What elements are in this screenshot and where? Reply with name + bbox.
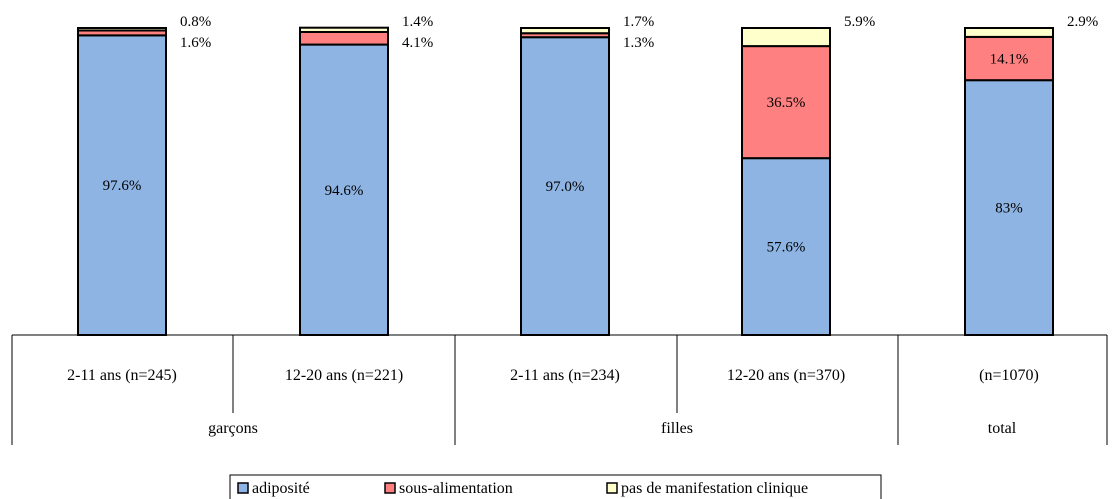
data-label: 57.6% — [767, 240, 806, 256]
category-label: 12-20 ans (n=221) — [285, 367, 403, 384]
legend-swatch — [606, 482, 618, 494]
bar-segment — [299, 30, 389, 46]
category-label: (n=1070) — [979, 367, 1039, 384]
data-label: 83% — [995, 201, 1023, 217]
data-label: 97.0% — [546, 179, 585, 195]
data-label: 97.6% — [103, 178, 142, 194]
data-label: 1.4% — [402, 14, 433, 30]
group-label: total — [988, 420, 1017, 437]
bar-segment — [964, 35, 1054, 82]
bars-layer: 97.6% 0.8% 1.6% 94.6% 1.4% 4.1% 97.0% 1.7% 1.3% 5… — [77, 14, 1098, 337]
legend: adiposité sous-alimentation pas de manifes… — [229, 474, 882, 499]
data-label: 1.6% — [180, 35, 211, 51]
legend-swatch — [384, 482, 396, 494]
data-label: 0.8% — [180, 14, 211, 30]
data-label: 5.9% — [844, 14, 875, 30]
bar-segment — [520, 27, 610, 35]
legend-label: adiposité — [252, 480, 310, 497]
bar-segment — [299, 26, 389, 33]
data-label: 1.7% — [623, 14, 654, 30]
legend-label: sous-alimentation — [399, 480, 513, 497]
legend-label: pas de manifestation clinique — [621, 480, 808, 497]
category-label: 12-20 ans (n=370) — [727, 367, 845, 384]
group-label: garçons — [208, 420, 258, 437]
bar-segment — [964, 27, 1054, 38]
category-label: 2-11 ans (n=245) — [67, 367, 177, 384]
legend-swatch — [237, 482, 249, 494]
data-label: 1.3% — [623, 35, 654, 51]
category-label: 2-11 ans (n=234) — [510, 367, 620, 384]
data-label: 14.1% — [990, 52, 1029, 68]
data-label: 36.5% — [767, 95, 806, 111]
data-label: 94.6% — [325, 183, 364, 199]
data-label: 2.9% — [1067, 14, 1098, 30]
bar-segment — [77, 34, 167, 336]
legend-box — [229, 474, 882, 499]
bar-segment — [520, 36, 610, 337]
group-label: filles — [661, 420, 693, 437]
bar-segment — [741, 27, 831, 48]
data-label: 4.1% — [402, 35, 433, 51]
category-axis: 2-11 ans (n=245) 12-20 ans (n=221) 2-11 an… — [11, 334, 1108, 445]
bar-segment — [77, 27, 167, 32]
